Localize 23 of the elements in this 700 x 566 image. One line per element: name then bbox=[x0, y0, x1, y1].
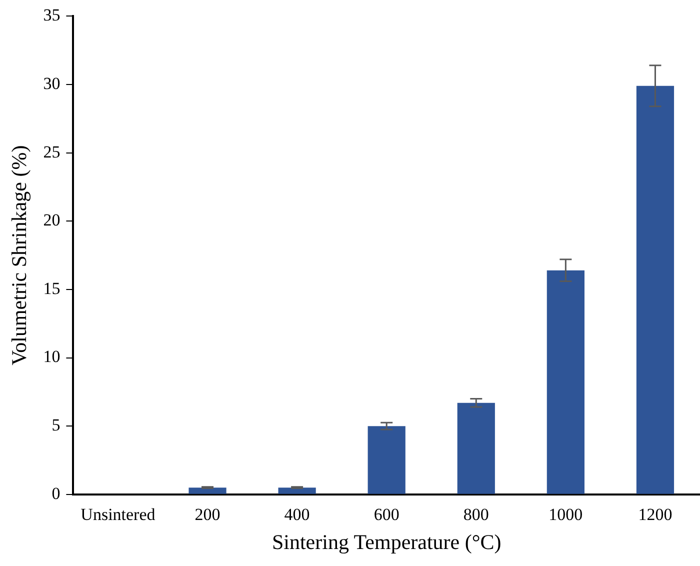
x-tick-label: 1000 bbox=[548, 505, 583, 524]
y-tick-label: 0 bbox=[52, 484, 60, 503]
x-tick-label: 1200 bbox=[638, 505, 672, 524]
bar bbox=[278, 488, 316, 494]
y-tick-label: 15 bbox=[43, 278, 60, 298]
x-tick-label: Unsintered bbox=[80, 505, 156, 524]
bar bbox=[188, 488, 226, 494]
y-tick-label: 20 bbox=[43, 210, 60, 230]
y-tick-label: 35 bbox=[43, 6, 60, 25]
y-tick-label: 10 bbox=[43, 347, 60, 366]
bar bbox=[368, 426, 406, 494]
y-tick-label: 30 bbox=[43, 74, 60, 93]
bar bbox=[457, 402, 495, 494]
bar bbox=[636, 86, 674, 494]
x-tick-label: 200 bbox=[194, 505, 220, 524]
bar bbox=[546, 270, 584, 494]
y-tick-label: 25 bbox=[43, 142, 60, 162]
y-axis-title: Volumetric Shrinkage (%) bbox=[7, 145, 32, 366]
x-axis-title: Sintering Temperature (°C) bbox=[272, 530, 502, 554]
x-tick-label: 800 bbox=[463, 505, 489, 524]
y-tick-label: 5 bbox=[52, 416, 60, 435]
x-tick-label: 400 bbox=[284, 505, 310, 524]
x-tick-label: 600 bbox=[374, 505, 400, 524]
